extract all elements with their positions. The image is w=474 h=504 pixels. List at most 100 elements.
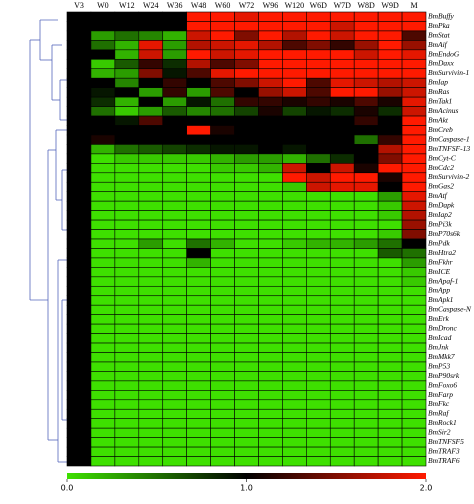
- heatmap-cell: [186, 21, 211, 32]
- heatmap-cell: [90, 219, 116, 230]
- heatmap-cell: [282, 427, 307, 438]
- heatmap-cell: [186, 314, 211, 325]
- heatmap-cell: [377, 219, 403, 230]
- heatmap-cell: [401, 96, 427, 107]
- heatmap-cell: [258, 427, 283, 438]
- heatmap-cell: [329, 153, 355, 164]
- heatmap-cell: [258, 446, 283, 457]
- heatmap-cell: [377, 267, 403, 278]
- heatmap-cell: [114, 323, 140, 334]
- heatmap-cell: [401, 181, 427, 193]
- heatmap-cell: [377, 87, 403, 98]
- heatmap-cell: [210, 304, 235, 315]
- heatmap-cell: [162, 333, 187, 344]
- heatmap-cell: [377, 30, 403, 41]
- heatmap-cell: [306, 427, 331, 438]
- row-label: BmCyt-C: [428, 153, 457, 162]
- heatmap-cell: [377, 229, 403, 240]
- heatmap-cell: [306, 21, 331, 32]
- column-label: W36: [167, 1, 183, 10]
- heatmap-cell: [138, 11, 164, 22]
- heatmap-cell: [353, 106, 379, 117]
- heatmap-cell: [329, 229, 355, 240]
- heatmap-cell: [353, 380, 379, 391]
- heatmap-cell: [114, 49, 140, 60]
- heatmap-cell: [162, 144, 187, 155]
- heatmap-cell: [353, 323, 379, 334]
- row-label: BmAtf: [428, 191, 448, 200]
- heatmap-cell: [306, 58, 331, 70]
- heatmap-cell: [329, 219, 355, 230]
- heatmap-cell: [353, 87, 379, 98]
- heatmap-cell: [258, 390, 283, 401]
- heatmap-cell: [329, 361, 355, 372]
- heatmap-cell: [401, 11, 427, 22]
- heatmap-cell: [138, 229, 164, 240]
- heatmap-cell: [138, 125, 164, 136]
- heatmap-cell: [306, 49, 331, 60]
- heatmap-cell: [210, 58, 235, 70]
- heatmap-cell: [114, 87, 140, 98]
- heatmap-cell: [306, 295, 331, 306]
- heatmap-cell: [377, 304, 403, 315]
- heatmap-cell: [90, 77, 116, 88]
- heatmap-cell: [210, 361, 235, 372]
- heatmap-cell: [210, 181, 235, 193]
- heatmap-cell: [377, 200, 403, 211]
- heatmap-cell: [329, 427, 355, 438]
- heatmap-cell: [401, 342, 427, 353]
- heatmap-cell: [186, 229, 211, 240]
- heatmap-cell: [186, 304, 211, 315]
- row-label: BmApaf-1: [428, 276, 458, 285]
- heatmap-cell: [282, 30, 307, 41]
- heatmap-cell: [162, 153, 187, 164]
- heatmap-cell: [90, 437, 116, 448]
- row-label: BmAcinus: [428, 106, 458, 115]
- heatmap-cell: [66, 115, 92, 126]
- heatmap-cell: [282, 437, 307, 448]
- heatmap-cell: [258, 238, 283, 249]
- heatmap-cell: [90, 285, 116, 297]
- heatmap-cell: [90, 399, 116, 410]
- heatmap-cell: [66, 276, 92, 287]
- heatmap-cell: [66, 399, 92, 410]
- heatmap-cell: [353, 191, 379, 202]
- heatmap-cell: [138, 238, 164, 249]
- heatmap-cell: [114, 58, 140, 70]
- heatmap-cell: [282, 238, 307, 249]
- heatmap-cell: [234, 456, 259, 467]
- heatmap-cell: [401, 295, 427, 306]
- heatmap-cell: [258, 371, 283, 382]
- heatmap-cell: [186, 390, 211, 401]
- heatmap-cell: [162, 276, 187, 287]
- heatmap-cell: [234, 58, 259, 70]
- heatmap-cell: [138, 49, 164, 60]
- heatmap-cell: [282, 267, 307, 278]
- heatmap-cell: [306, 333, 331, 344]
- row-label: BmFarp: [428, 390, 453, 399]
- heatmap-cell: [162, 11, 187, 22]
- heatmap-cell: [162, 106, 187, 117]
- column-label: W7D: [334, 1, 352, 10]
- heatmap-cell: [329, 238, 355, 249]
- heatmap-cell: [234, 163, 259, 174]
- heatmap-cell: [329, 21, 355, 32]
- heatmap-cell: [114, 276, 140, 287]
- heatmap-cell: [186, 361, 211, 372]
- heatmap-cell: [210, 437, 235, 448]
- heatmap-cell: [162, 68, 187, 79]
- heatmap-cell: [306, 106, 331, 117]
- heatmap-cell: [234, 172, 259, 183]
- heatmap-cell: [401, 87, 427, 98]
- heatmap-cell: [66, 248, 92, 259]
- heatmap-cell: [353, 181, 379, 193]
- heatmap-cell: [401, 125, 427, 136]
- heatmap-cell: [90, 342, 116, 353]
- heatmap-cell: [114, 342, 140, 353]
- heatmap-cell: [353, 58, 379, 70]
- heatmap-cell: [282, 314, 307, 325]
- heatmap-cell: [186, 285, 211, 297]
- heatmap-cell: [66, 267, 92, 278]
- heatmap-cell: [258, 106, 283, 117]
- heatmap-cell: [353, 125, 379, 136]
